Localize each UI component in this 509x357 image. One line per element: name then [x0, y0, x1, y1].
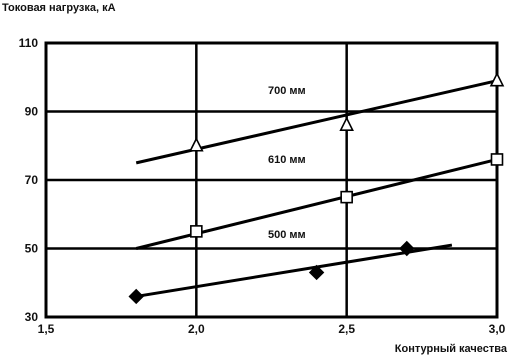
x-tick-label: 2,5	[338, 322, 355, 336]
x-tick-label: 2,0	[188, 322, 205, 336]
diamond-marker	[128, 288, 144, 305]
x-axis-title: Контурный качества	[394, 343, 507, 355]
triangle-marker	[489, 71, 505, 87]
series-label: 700 мм	[268, 85, 306, 97]
diamond-marker	[308, 264, 325, 281]
diamond-marker	[399, 240, 415, 257]
y-tick-label: 70	[25, 173, 39, 187]
x-tick-label: 1,5	[38, 322, 55, 336]
y-tick-label: 110	[19, 36, 39, 50]
series-label: 500 мм	[268, 229, 306, 241]
y-tick-label: 30	[25, 310, 39, 324]
series-label: 610 мм	[268, 154, 306, 166]
y-tick-label: 90	[25, 105, 39, 119]
x-tick-label: 3,0	[489, 322, 506, 336]
series-fit-line	[135, 243, 453, 298]
y-axis-title: Токовая нагрузка, кА	[2, 2, 116, 14]
triangle-marker	[189, 136, 204, 152]
y-tick-label: 50	[25, 242, 39, 256]
square-marker	[490, 153, 504, 166]
square-marker	[340, 190, 353, 204]
square-marker	[190, 225, 203, 238]
triangle-marker	[339, 116, 354, 131]
